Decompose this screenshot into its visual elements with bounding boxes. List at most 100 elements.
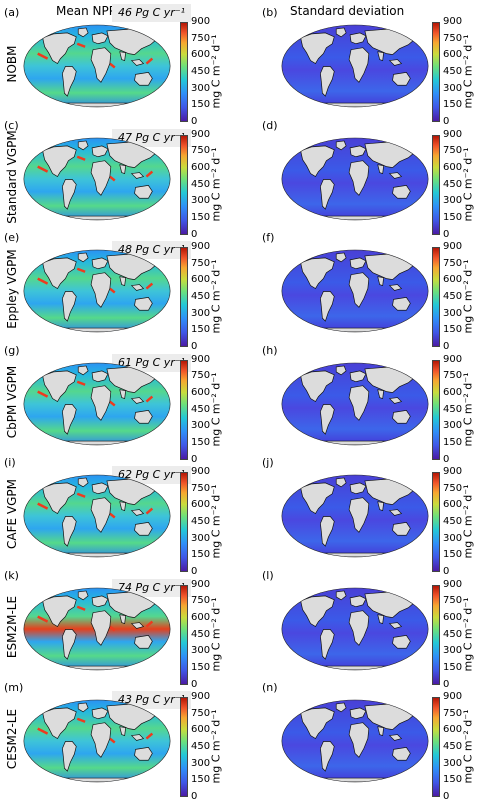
colorbar-unit-label: mg C m⁻² d⁻¹ — [461, 259, 475, 334]
landmass — [377, 726, 385, 737]
coastal-upwelling-highlight — [37, 267, 154, 294]
model-row-label: CESM2-LE — [5, 708, 19, 770]
std-map-6 — [281, 587, 429, 670]
colorbar-tick-label: 150 — [191, 324, 211, 336]
model-row-label: CAFE VGPM — [5, 479, 19, 549]
colorbar-tick-label: 750 — [191, 370, 211, 382]
colorbar-tick-label: 600 — [443, 274, 463, 286]
std-dev-column-title: Standard deviation — [290, 4, 405, 18]
colorbar-gradient — [432, 22, 440, 122]
landmass — [349, 32, 367, 45]
colorbar-tick-label: 0 — [191, 566, 198, 577]
landmass — [335, 590, 347, 600]
colorbar-tick-label: 150 — [443, 774, 463, 786]
colorbar-tick-label: 450 — [191, 403, 211, 415]
panel-letter-std: (n) — [262, 681, 278, 694]
colorbar-tick-label: 0 — [191, 791, 198, 802]
map-border — [23, 699, 171, 783]
landmass — [42, 595, 77, 627]
landmass — [377, 51, 385, 62]
coastal-upwelling-highlight — [37, 492, 154, 519]
colorbar-tick-label: 750 — [191, 707, 211, 719]
colorbar-gradient — [180, 134, 188, 235]
map-border — [281, 699, 429, 783]
colorbar-tick-label: 900 — [191, 128, 211, 140]
colorbar-tick-label: 900 — [191, 691, 211, 702]
colorbar-tick-label: 150 — [191, 549, 211, 561]
landmass — [335, 27, 347, 38]
landmass — [77, 702, 89, 713]
landmass — [335, 365, 347, 375]
landmass — [41, 777, 153, 783]
std-map-2 — [281, 137, 429, 220]
colorbar-tick-label: 300 — [443, 645, 463, 657]
landmass — [62, 291, 77, 322]
colorbar-tick-label: 300 — [443, 82, 463, 94]
landmass — [41, 327, 153, 333]
landmass — [91, 32, 109, 45]
landmass — [349, 707, 367, 720]
colorbar-tick-label: 0 — [443, 341, 450, 352]
colorbar-tick-label: 0 — [443, 453, 450, 465]
landmass — [392, 747, 411, 761]
panel-letter-std: (h) — [262, 343, 278, 357]
map-border — [23, 362, 171, 445]
landmass — [335, 477, 347, 488]
landmass — [130, 396, 145, 404]
model-row-label: NOBM — [5, 45, 19, 83]
landmass — [392, 409, 411, 424]
map-border — [23, 249, 171, 333]
colorbar-tick-label: 900 — [443, 578, 463, 590]
landmass — [335, 702, 347, 713]
colorbar-tick-label: 300 — [443, 195, 463, 207]
colorbar-tick-label: 300 — [191, 645, 211, 657]
colorbar-tick-label: 450 — [443, 66, 463, 77]
panel-letter-std: (l) — [262, 568, 274, 582]
landmass — [42, 482, 77, 515]
landmass — [42, 707, 77, 740]
colorbar-tick-label: 750 — [191, 482, 211, 494]
colorbar-tick-label: 600 — [443, 49, 463, 61]
colorbar-gradient — [432, 697, 440, 797]
mean-map-6 — [23, 587, 171, 670]
landmass — [335, 140, 347, 150]
landmass — [377, 163, 385, 174]
colorbar-tick-label: 0 — [191, 228, 198, 240]
landmass — [349, 370, 367, 382]
coastal-upwelling-highlight — [37, 155, 154, 181]
colorbar-tick-label: 450 — [443, 628, 463, 640]
colorbar-tick-label: 300 — [191, 420, 211, 432]
colorbar-tick-label: 600 — [191, 499, 211, 511]
landmass — [119, 163, 127, 174]
landmass — [349, 595, 367, 607]
landmass — [119, 388, 127, 399]
map-border — [281, 474, 429, 558]
landmass — [134, 72, 153, 86]
coastal-upwelling-highlight — [37, 605, 154, 631]
landmass — [299, 102, 411, 108]
landmass — [91, 595, 109, 607]
landmass — [348, 272, 370, 308]
colorbar-tick-label: 450 — [191, 178, 211, 190]
colorbar-tick-label: 150 — [443, 99, 463, 111]
mean-map-7 — [23, 699, 171, 783]
landmass — [320, 628, 335, 660]
colorbar-gradient — [180, 247, 188, 347]
map-border — [23, 24, 171, 108]
colorbar-tick-label: 0 — [443, 678, 450, 690]
colorbar-tick-label: 0 — [191, 341, 198, 352]
panel-letter-std: (f) — [262, 231, 275, 244]
landmass — [77, 140, 89, 150]
colorbar-tick-label: 900 — [443, 353, 463, 365]
colorbar-unit-label: mg C m⁻² d⁻¹ — [461, 147, 475, 221]
colorbar-tick-label: 600 — [443, 611, 463, 623]
landmass — [320, 291, 335, 322]
colorbar-unit-label: mg C m⁻² d⁻¹ — [209, 709, 223, 784]
colorbar-unit-label: mg C m⁻² d⁻¹ — [209, 259, 223, 334]
landmass — [134, 747, 153, 761]
landmass — [349, 145, 367, 157]
landmass — [42, 257, 77, 290]
landmass — [388, 171, 403, 179]
std-map-4 — [281, 362, 429, 445]
mean-npp-column-title: Mean NPP — [56, 4, 116, 18]
